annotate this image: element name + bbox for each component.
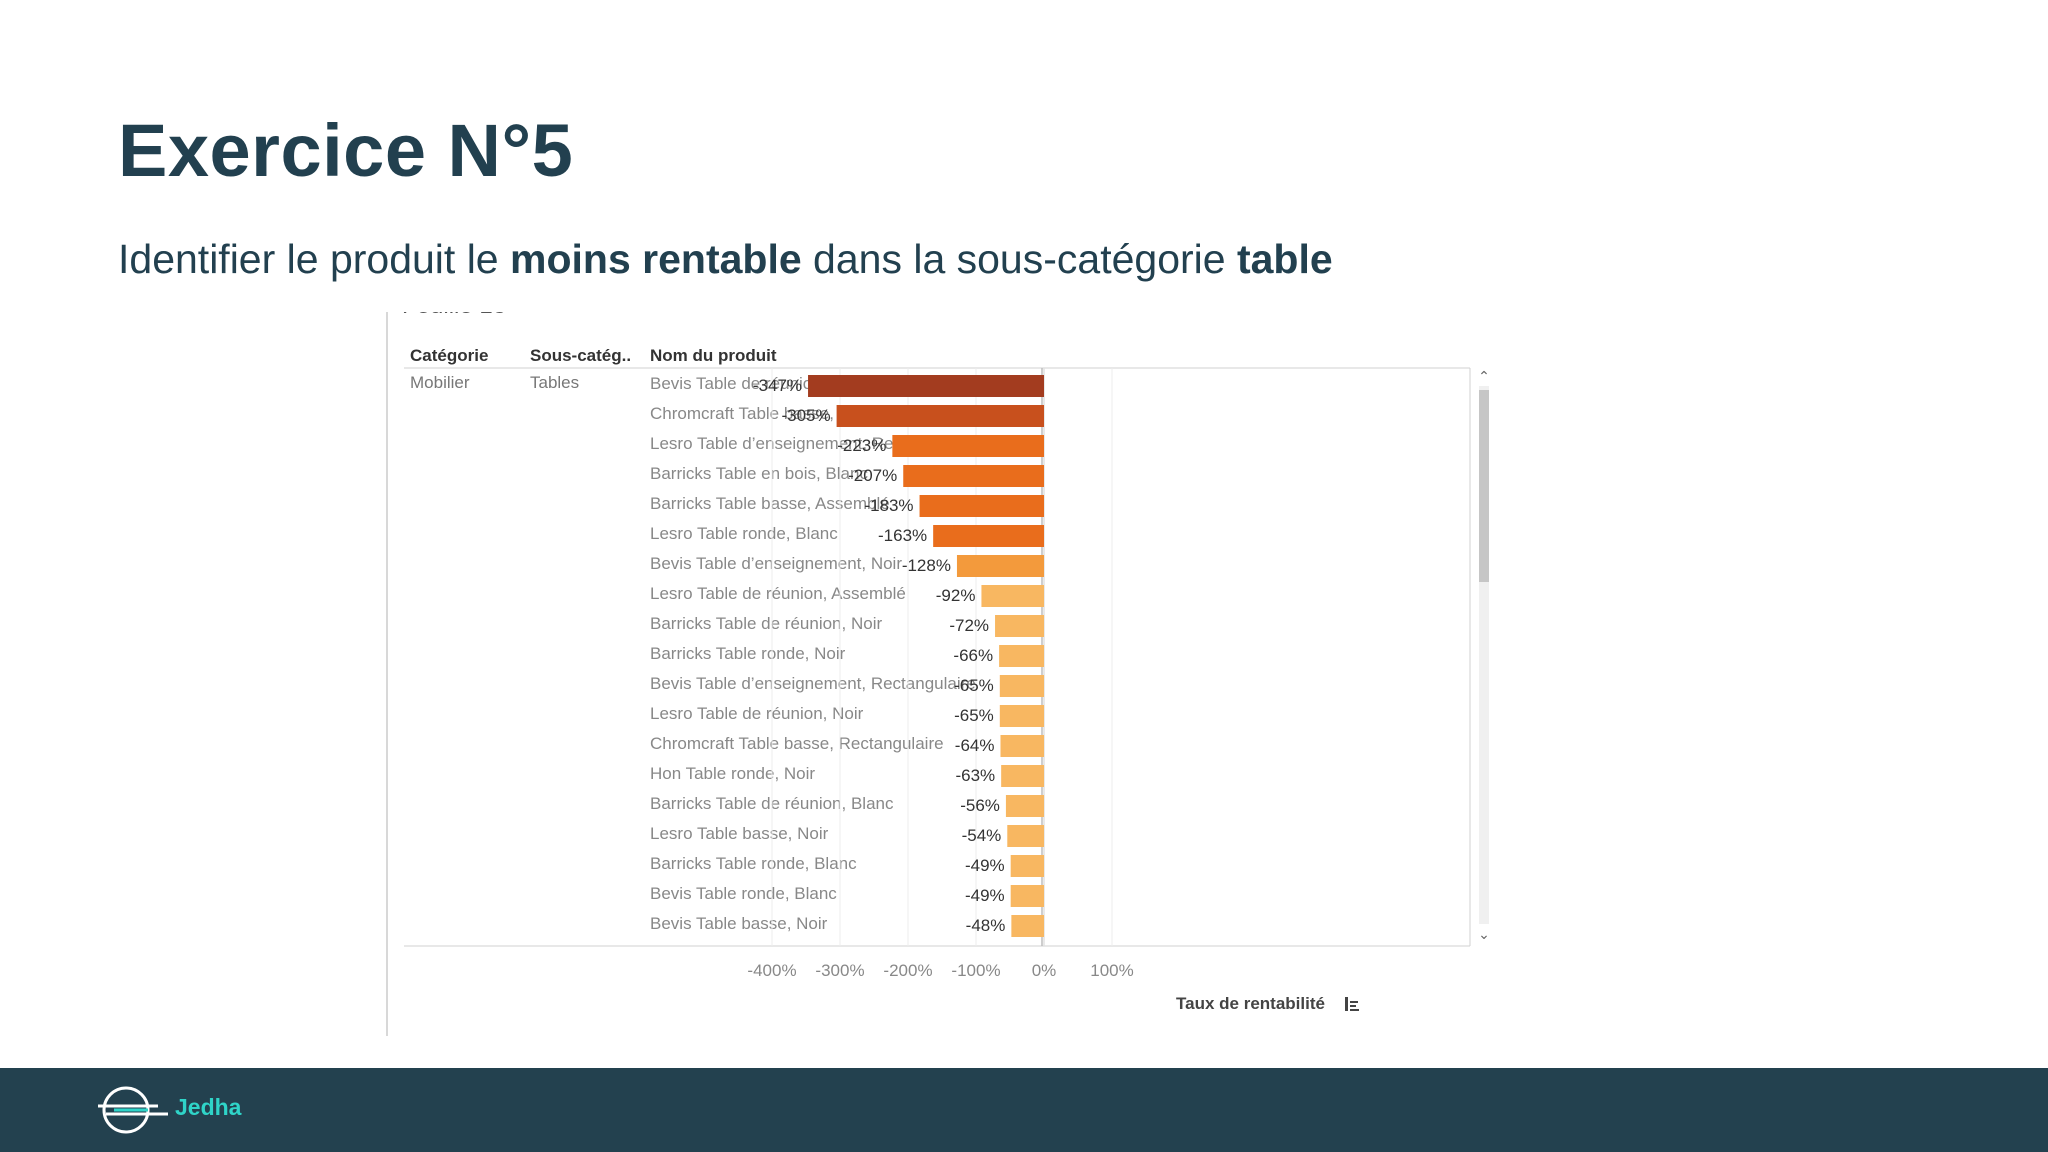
bar-value-label: -49% bbox=[965, 856, 1005, 875]
bar[interactable] bbox=[1010, 855, 1044, 877]
bar[interactable] bbox=[1000, 735, 1044, 757]
bar-value-label: -49% bbox=[965, 886, 1005, 905]
product-name[interactable]: Barricks Table de réunion, Noir bbox=[650, 614, 883, 633]
footer-bar: Jedha bbox=[0, 1068, 2048, 1152]
vertical-scrollbar[interactable]: ⌃ ⌄ bbox=[1476, 368, 1492, 942]
product-name[interactable]: Hon Table ronde, Noir bbox=[650, 764, 816, 783]
x-tick-label: -300% bbox=[815, 961, 864, 980]
scroll-down-icon[interactable]: ⌄ bbox=[1478, 926, 1490, 942]
bar-value-label: -64% bbox=[955, 736, 995, 755]
bar-value-label: -128% bbox=[902, 556, 951, 575]
profitability-bar-chart: -400% -300% -200% -100% 0% 100% -347% -305% -223… bbox=[404, 367, 1471, 980]
bar[interactable] bbox=[1010, 885, 1044, 907]
product-name[interactable]: Bevis Table ronde, Blanc bbox=[650, 884, 837, 903]
product-name[interactable]: Lesro Table de réunion, Assemblé bbox=[650, 584, 906, 603]
slide-title: Exercice N°5 bbox=[118, 109, 574, 192]
bar[interactable] bbox=[903, 465, 1044, 487]
product-name[interactable]: Barricks Table ronde, Noir bbox=[650, 644, 846, 663]
bar[interactable] bbox=[1007, 825, 1044, 847]
subtitle-text-2: dans la sous-catégorie bbox=[801, 236, 1237, 282]
product-name[interactable]: Bevis Table d’enseignement, Noir bbox=[650, 554, 902, 573]
bar-value-label: -72% bbox=[949, 616, 989, 635]
scrollbar-track[interactable] bbox=[1479, 386, 1489, 924]
bar-value-label: -65% bbox=[954, 676, 994, 695]
bar-value-label: -183% bbox=[864, 496, 913, 515]
bar[interactable] bbox=[981, 585, 1044, 607]
x-tick-label: -200% bbox=[883, 961, 932, 980]
bar[interactable] bbox=[999, 675, 1044, 697]
header-sous-categorie[interactable]: Sous-catég.. bbox=[530, 346, 632, 365]
product-name[interactable]: Lesro Table basse, Noir bbox=[650, 824, 829, 843]
bar-value-label: -223% bbox=[837, 436, 886, 455]
product-name[interactable]: Bevis Table d’enseignement, Rectangulair… bbox=[650, 674, 976, 693]
bar-value-label: -66% bbox=[953, 646, 993, 665]
x-tick-label: 0% bbox=[1032, 961, 1057, 980]
x-tick-label: -400% bbox=[747, 961, 796, 980]
bar-value-label: -48% bbox=[966, 916, 1006, 935]
product-name[interactable]: Bevis Table basse, Noir bbox=[650, 914, 828, 933]
bar[interactable] bbox=[999, 705, 1044, 727]
product-name[interactable]: Lesro Table ronde, Blanc bbox=[650, 524, 838, 543]
subtitle-emphasis-1: moins rentable bbox=[510, 236, 802, 282]
cell-sous-categorie: Tables bbox=[530, 373, 580, 392]
bar[interactable] bbox=[1001, 765, 1044, 787]
x-axis-title: Taux de rentabilité bbox=[1176, 994, 1325, 1013]
bar[interactable] bbox=[808, 375, 1044, 397]
viz-border bbox=[386, 312, 388, 1036]
slide-subtitle: Identifier le produit le moins rentable … bbox=[118, 236, 1333, 283]
bar[interactable] bbox=[892, 435, 1044, 457]
bar[interactable] bbox=[919, 495, 1044, 517]
scrollbar-thumb[interactable] bbox=[1479, 390, 1489, 582]
bar-value-label: -63% bbox=[955, 766, 995, 785]
bar-value-label: -54% bbox=[962, 826, 1002, 845]
jedha-logo-icon[interactable] bbox=[96, 1084, 170, 1136]
product-name[interactable]: Barricks Table ronde, Blanc bbox=[650, 854, 857, 873]
product-name[interactable]: Barricks Table en bois, Blanc bbox=[650, 464, 868, 483]
x-tick-label: 100% bbox=[1090, 961, 1133, 980]
bar[interactable] bbox=[1005, 795, 1044, 817]
bar-value-label: -92% bbox=[936, 586, 976, 605]
tableau-viz: Feuille 18 Catégorie Sous-catég.. Nom du… bbox=[386, 312, 1496, 1036]
sort-descending-icon[interactable] bbox=[1344, 996, 1360, 1012]
header-categorie[interactable]: Catégorie bbox=[410, 346, 489, 365]
bar[interactable] bbox=[933, 525, 1044, 547]
product-name[interactable]: Lesro Table de réunion, Noir bbox=[650, 704, 864, 723]
bar[interactable] bbox=[995, 615, 1044, 637]
bar[interactable] bbox=[999, 645, 1044, 667]
product-name[interactable]: Chromcraft Table basse, Rectangulaire bbox=[650, 734, 944, 753]
bar[interactable] bbox=[836, 405, 1044, 427]
brand-name[interactable]: Jedha bbox=[175, 1094, 242, 1120]
cell-categorie: Mobilier bbox=[410, 373, 470, 392]
bar[interactable] bbox=[1011, 915, 1044, 937]
bar-value-label: -163% bbox=[878, 526, 927, 545]
bar-value-label: -347% bbox=[753, 376, 802, 395]
bar-value-label: -207% bbox=[848, 466, 897, 485]
header-nom-produit[interactable]: Nom du produit bbox=[650, 346, 777, 365]
bar-value-label: -305% bbox=[781, 406, 830, 425]
bar[interactable] bbox=[956, 555, 1044, 577]
product-name[interactable]: Barricks Table basse, Assemblé bbox=[650, 494, 890, 513]
sheet-title: Feuille 18 bbox=[402, 312, 506, 320]
subtitle-emphasis-2: table bbox=[1236, 236, 1333, 282]
subtitle-text-1: Identifier le produit le bbox=[118, 236, 511, 282]
scroll-up-icon[interactable]: ⌃ bbox=[1478, 368, 1490, 384]
bar-value-label: -65% bbox=[954, 706, 994, 725]
x-tick-label: -100% bbox=[951, 961, 1000, 980]
bar-value-label: -56% bbox=[960, 796, 1000, 815]
